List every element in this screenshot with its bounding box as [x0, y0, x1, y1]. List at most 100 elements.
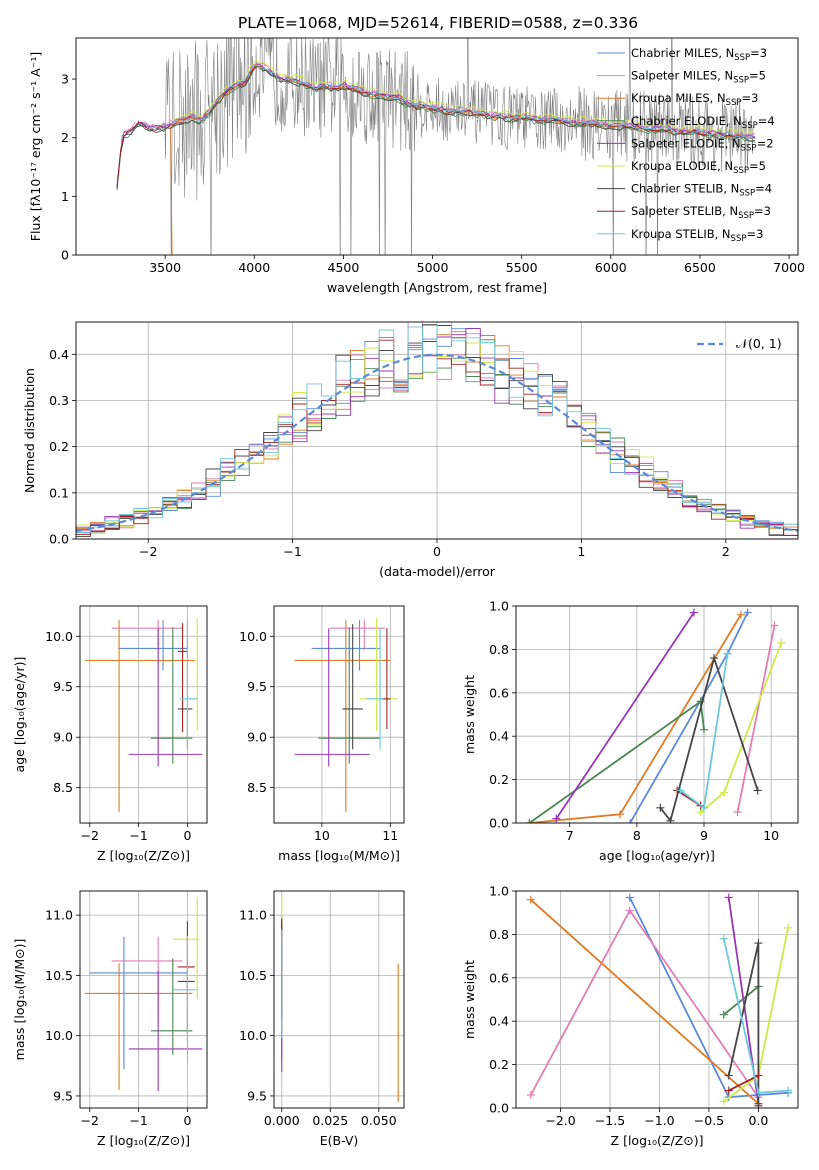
y-tick-label: 0 [61, 248, 69, 263]
y-axis-label: mass weight [462, 675, 477, 754]
data-point-marker [526, 1090, 535, 1099]
data-point-marker [676, 786, 685, 795]
age-vs-mass-panel: 10 11 8.5 9.0 9.5 10.0 mass [log₁₀(M/M⊙)] [239, 605, 405, 863]
y-tick-label: 9.0 [247, 730, 267, 745]
series-8 [724, 1071, 763, 1095]
x-tick-label: 6500 [684, 260, 716, 275]
errorbar-point [359, 618, 398, 732]
y-tick-label: 11.0 [45, 908, 73, 923]
y-tick-label: 1.0 [489, 884, 509, 899]
legend-entry: Chabrier STELIB, NSSP=4 [631, 182, 772, 199]
errorbar-point [177, 623, 188, 733]
series-9 [676, 649, 732, 812]
series-line [700, 642, 783, 813]
data-point-marker [689, 608, 698, 617]
plot-area [294, 618, 398, 812]
x-tick-label: 4500 [328, 260, 360, 275]
model-line-7 [116, 65, 756, 190]
y-tick-label: 8.5 [247, 780, 267, 795]
data-point-marker [710, 654, 719, 663]
data-point-marker [754, 1101, 763, 1108]
x-tick-label: 3500 [149, 260, 181, 275]
data-point-marker [625, 893, 634, 902]
series-9 [719, 934, 793, 1097]
data-point-marker [724, 893, 733, 902]
data-point-marker [770, 621, 779, 630]
data-point-marker [626, 819, 635, 823]
x-tick-label: −1 [129, 1113, 147, 1128]
data-point-marker [525, 819, 534, 823]
data-point-marker [700, 725, 708, 734]
data-point-marker [753, 786, 762, 795]
data-point-marker [666, 816, 675, 823]
legend-entry: Salpeter STELIB, NSSP=3 [631, 204, 771, 221]
x-axis-label: (data-model)/error [379, 564, 496, 579]
errorbar-point [187, 618, 198, 732]
x-tick-label: 5500 [506, 260, 538, 275]
errorbar-point [84, 963, 193, 1090]
y-tick-label: 3 [61, 72, 69, 87]
x-tick-label: −0.5 [694, 1113, 724, 1128]
plot-area [525, 608, 786, 823]
y-tick-label: 10.0 [239, 1028, 267, 1043]
series-3 [525, 610, 745, 823]
y-tick-label: 0.6 [489, 970, 509, 985]
y-tick-label: 0.4 [489, 1014, 509, 1029]
data-point-marker [784, 923, 793, 932]
model-line-2 [116, 63, 756, 186]
series-6 [696, 638, 786, 817]
errorbar-point [318, 627, 381, 764]
series-4 [525, 697, 708, 823]
series-2 [526, 906, 763, 1102]
axes-frame [273, 890, 405, 1109]
x-tick-label: −1.0 [644, 1113, 674, 1128]
y-tick-label: 0.3 [49, 393, 69, 408]
x-tick-label: 11 [382, 828, 398, 843]
figure-title: PLATE=1068, MJD=52614, FIBERID=0588, z=0… [238, 14, 638, 32]
data-point-marker [784, 1086, 793, 1095]
y-tick-label: 0.1 [49, 485, 69, 500]
x-axis-label: age [log₁₀(age/yr)] [599, 848, 715, 863]
y-tick-label: 9.5 [247, 679, 267, 694]
y-tick-label: 9.5 [53, 679, 73, 694]
series-line [659, 654, 759, 823]
errorbar-point [342, 624, 363, 750]
axes-frame [79, 605, 208, 824]
series-7 [724, 939, 763, 1108]
data-point-marker [733, 808, 742, 817]
data-point-marker [625, 906, 634, 915]
plot-area [84, 897, 203, 1092]
age-vs-metallicity-panel: −2 −1 0 8.5 9.0 9.5 10.0 Z [log₁₀(Z/Z⊙)] age [lo… [12, 605, 208, 863]
model-line-8 [116, 66, 756, 188]
series-line [736, 625, 776, 813]
x-tick-label: 0.000 [264, 1113, 300, 1128]
mass-vs-metallicity-panel: −2 −1 0 9.5 10.0 10.5 11.0 Z [log₁₀(Z/Z⊙)] mass … [12, 890, 208, 1148]
x-axis-label: Z [log₁₀(Z/Z⊙)] [97, 848, 190, 863]
legend-entry: Salpeter ELODIE, NSSP=2 [631, 136, 774, 153]
series-5 [552, 608, 698, 823]
legend-entry: Salpeter MILES, NSSP=5 [631, 69, 766, 86]
y-tick-label: 10.5 [239, 968, 267, 983]
series-7 [656, 654, 762, 823]
x-tick-label: 7000 [773, 260, 805, 275]
series-line [555, 612, 695, 820]
x-tick-label: 0.0 [748, 1113, 768, 1128]
plot-area [76, 322, 798, 539]
x-tick-label: −1 [283, 544, 301, 559]
y-tick-label: 1 [61, 189, 69, 204]
x-tick-label: 4000 [238, 260, 270, 275]
axes-frame [515, 605, 799, 824]
errorbar-point [172, 897, 200, 1000]
data-point-marker [656, 803, 665, 812]
plot-area [84, 618, 203, 812]
x-tick-label: 9 [700, 828, 708, 843]
data-point-marker [777, 638, 786, 647]
y-axis-label: age [log₁₀(age/yr)] [12, 657, 27, 773]
x-tick-label: 0.025 [312, 1113, 348, 1128]
legend-entry: Kroupa ELODIE, NSSP=5 [631, 159, 766, 176]
y-axis-label: mass weight [462, 960, 477, 1039]
errorbar-point [128, 628, 203, 767]
x-axis-label: Z [log₁₀(Z/Z⊙)] [611, 1133, 704, 1148]
data-point-marker [754, 939, 763, 948]
mass-weight-vs-metallicity-panel: −2.0 −1.5 −1.0 −0.5 0.0 0.0 0.2 0.4 0.6 0.8 1.0 Z [… [462, 884, 799, 1148]
